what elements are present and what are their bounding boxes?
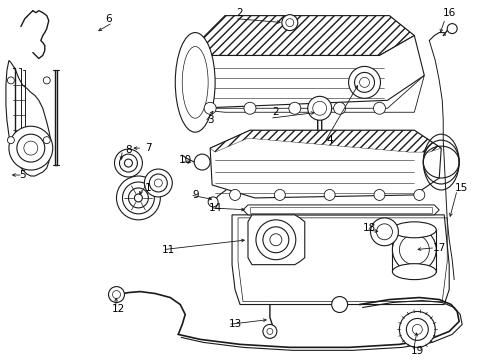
Circle shape xyxy=(255,220,295,260)
Circle shape xyxy=(263,227,288,253)
Circle shape xyxy=(116,176,160,220)
Polygon shape xyxy=(185,36,424,108)
Circle shape xyxy=(331,297,347,312)
Circle shape xyxy=(285,19,293,27)
Circle shape xyxy=(312,101,326,115)
Bar xyxy=(249,207,431,213)
Circle shape xyxy=(447,24,456,33)
Polygon shape xyxy=(210,130,440,198)
Polygon shape xyxy=(185,75,424,112)
Circle shape xyxy=(43,137,50,144)
Text: 8: 8 xyxy=(125,145,131,155)
Text: 12: 12 xyxy=(112,305,125,315)
Text: 1: 1 xyxy=(145,183,151,193)
Text: 2: 2 xyxy=(272,107,279,117)
Circle shape xyxy=(354,72,374,92)
Circle shape xyxy=(288,102,300,114)
Circle shape xyxy=(24,141,38,155)
Circle shape xyxy=(208,197,218,207)
Circle shape xyxy=(154,179,162,187)
Circle shape xyxy=(114,149,142,177)
Ellipse shape xyxy=(392,222,435,238)
Circle shape xyxy=(134,194,142,202)
Circle shape xyxy=(108,287,124,302)
Circle shape xyxy=(112,291,120,298)
Ellipse shape xyxy=(182,46,208,118)
Circle shape xyxy=(203,102,216,114)
Circle shape xyxy=(7,77,14,84)
Circle shape xyxy=(307,96,331,120)
Text: 16: 16 xyxy=(442,8,455,18)
Circle shape xyxy=(411,324,422,334)
Circle shape xyxy=(373,102,385,114)
Circle shape xyxy=(17,134,45,162)
Circle shape xyxy=(244,102,255,114)
Text: 3: 3 xyxy=(206,115,213,125)
Text: 17: 17 xyxy=(432,243,445,253)
Circle shape xyxy=(122,182,154,214)
Circle shape xyxy=(144,169,172,197)
Circle shape xyxy=(274,189,285,201)
Circle shape xyxy=(269,234,281,246)
Polygon shape xyxy=(6,60,51,176)
Text: 2: 2 xyxy=(236,8,243,18)
Circle shape xyxy=(406,319,427,340)
Circle shape xyxy=(399,235,428,265)
Text: 5: 5 xyxy=(20,170,26,180)
Polygon shape xyxy=(243,205,438,215)
Text: 19: 19 xyxy=(410,346,423,356)
Text: 18: 18 xyxy=(362,223,375,233)
Circle shape xyxy=(43,77,50,84)
Ellipse shape xyxy=(392,264,435,280)
Text: 10: 10 xyxy=(178,155,191,165)
Text: 4: 4 xyxy=(325,135,332,145)
Circle shape xyxy=(348,67,380,98)
Ellipse shape xyxy=(175,32,215,132)
Circle shape xyxy=(333,102,345,114)
Circle shape xyxy=(119,154,137,172)
Circle shape xyxy=(392,228,435,272)
Text: 6: 6 xyxy=(105,14,112,24)
Circle shape xyxy=(194,154,210,170)
Circle shape xyxy=(373,189,384,201)
Circle shape xyxy=(7,137,14,144)
Circle shape xyxy=(9,126,53,170)
Circle shape xyxy=(124,159,132,167)
Text: 7: 7 xyxy=(145,143,151,153)
Circle shape xyxy=(370,218,398,246)
Circle shape xyxy=(128,188,148,208)
Circle shape xyxy=(413,189,424,201)
Circle shape xyxy=(263,324,276,338)
Circle shape xyxy=(324,189,334,201)
Text: 14: 14 xyxy=(208,203,221,213)
Polygon shape xyxy=(185,15,413,55)
Circle shape xyxy=(281,15,297,31)
Text: 11: 11 xyxy=(162,245,175,255)
Text: 15: 15 xyxy=(454,183,467,193)
Circle shape xyxy=(359,77,369,87)
Circle shape xyxy=(399,311,434,347)
Circle shape xyxy=(376,224,392,240)
Circle shape xyxy=(229,189,240,201)
Circle shape xyxy=(149,174,167,192)
Text: 13: 13 xyxy=(228,319,241,329)
Circle shape xyxy=(266,328,272,334)
Text: 9: 9 xyxy=(191,190,198,200)
Polygon shape xyxy=(232,215,448,305)
Polygon shape xyxy=(247,215,304,265)
